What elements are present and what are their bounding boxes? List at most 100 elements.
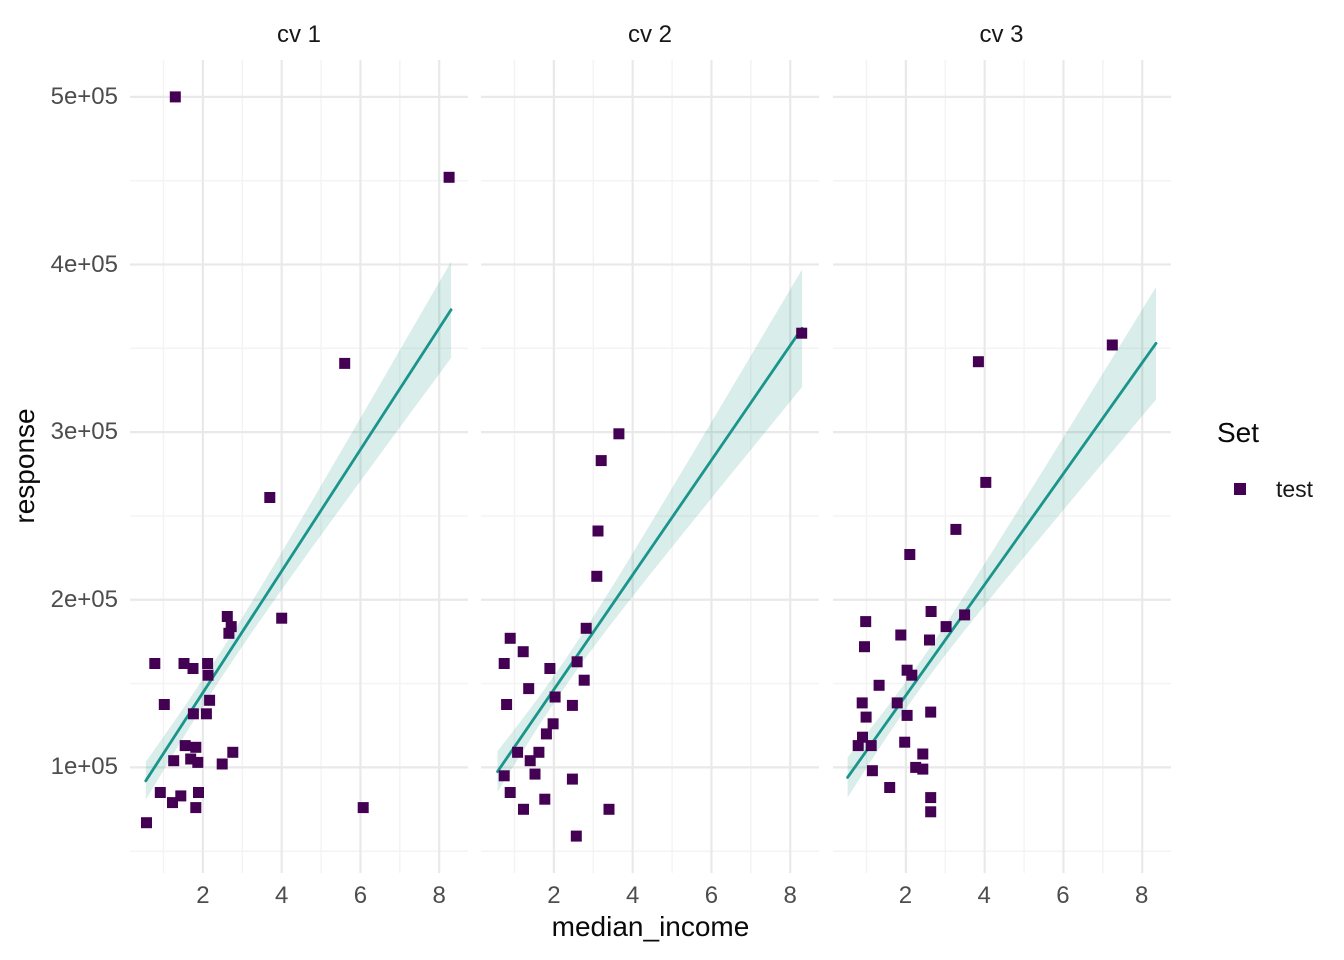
- data-point: [566, 773, 578, 785]
- data-point: [167, 797, 178, 809]
- data-point: [979, 476, 991, 488]
- data-point: [517, 646, 529, 658]
- data-point: [924, 806, 936, 818]
- data-point: [592, 525, 604, 537]
- y-tick-label: 4e+05: [50, 250, 118, 278]
- data-point: [958, 609, 970, 621]
- facet-panel-cv-1: [130, 60, 468, 873]
- data-point: [866, 765, 878, 777]
- data-point: [924, 792, 936, 804]
- data-point: [566, 699, 578, 711]
- data-point: [972, 356, 984, 368]
- data-point: [905, 669, 917, 681]
- data-point: [613, 428, 625, 440]
- x-axis-title: median_income: [551, 911, 750, 942]
- data-point: [925, 606, 937, 617]
- y-axis-title: response: [9, 408, 40, 524]
- data-point: [501, 699, 513, 710]
- data-point: [202, 658, 214, 669]
- data-point: [894, 629, 906, 641]
- data-point: [909, 761, 921, 773]
- data-point: [190, 741, 202, 753]
- data-point: [154, 787, 166, 798]
- data-point: [204, 694, 216, 706]
- data-point: [856, 697, 868, 709]
- data-point: [178, 658, 190, 669]
- x-tick-label: 2: [547, 882, 561, 909]
- confidence-ribbon: [847, 287, 1156, 798]
- data-point: [225, 621, 237, 633]
- data-point: [227, 746, 239, 758]
- legend-item-test: test: [1276, 476, 1314, 502]
- data-point: [149, 658, 161, 669]
- facet-panel-cv-3: [832, 60, 1171, 873]
- data-point: [200, 708, 212, 720]
- data-point: [547, 718, 559, 730]
- facet-strip-cv-2: cv 2: [627, 21, 672, 48]
- x-tick-label: 4: [625, 882, 640, 909]
- data-point: [873, 679, 885, 691]
- data-point: [518, 803, 529, 815]
- data-point: [544, 663, 556, 674]
- data-point: [891, 697, 903, 709]
- data-point: [860, 711, 872, 723]
- data-point: [923, 634, 935, 646]
- regression-line: [845, 341, 1157, 779]
- data-point: [533, 746, 545, 758]
- data-point: [504, 632, 516, 644]
- data-point: [141, 817, 152, 829]
- x-tick-label: 2: [196, 882, 210, 909]
- data-point: [216, 758, 228, 770]
- data-point: [187, 708, 199, 720]
- data-point: [940, 621, 952, 633]
- legend-title: Set: [1217, 417, 1260, 448]
- data-point: [175, 790, 187, 802]
- x-tick-label: 2: [898, 882, 913, 909]
- data-point: [168, 755, 180, 767]
- data-point: [549, 691, 561, 703]
- data-point: [603, 803, 615, 815]
- data-point: [504, 787, 516, 798]
- data-point: [179, 740, 191, 752]
- data-point: [221, 611, 233, 622]
- data-point: [185, 753, 197, 765]
- data-point: [276, 612, 288, 624]
- x-tick-label: 6: [353, 882, 368, 909]
- data-point: [571, 656, 583, 668]
- data-point: [223, 627, 235, 639]
- data-point: [193, 787, 204, 798]
- y-tick-label: 2e+05: [50, 585, 118, 613]
- data-point: [796, 327, 808, 339]
- x-tick-label: 6: [704, 882, 719, 909]
- data-point: [357, 802, 369, 814]
- data-point: [570, 830, 582, 842]
- data-point: [158, 699, 170, 710]
- data-point: [187, 663, 199, 674]
- data-point: [498, 658, 510, 669]
- x-tick-label: 8: [1135, 882, 1149, 909]
- data-point: [595, 455, 607, 467]
- data-point: [524, 755, 536, 767]
- data-point: [901, 709, 913, 721]
- data-point: [865, 740, 877, 752]
- y-tick-label: 5e+05: [50, 82, 118, 110]
- legend-key-square-icon: [1234, 483, 1246, 495]
- data-point: [883, 782, 895, 793]
- data-point: [202, 669, 214, 681]
- data-point: [580, 622, 592, 634]
- data-point: [190, 802, 202, 814]
- data-point: [916, 763, 928, 775]
- data-point: [540, 728, 552, 740]
- x-tick-label: 8: [432, 882, 446, 909]
- data-point: [339, 357, 351, 369]
- data-point: [856, 731, 868, 743]
- regression-line: [144, 308, 453, 783]
- x-tick-label: 4: [274, 882, 289, 909]
- data-point: [591, 570, 603, 582]
- data-point: [523, 683, 535, 695]
- x-tick-label: 6: [1056, 882, 1070, 909]
- data-point: [924, 706, 936, 718]
- data-point: [949, 523, 961, 535]
- data-point: [852, 740, 864, 752]
